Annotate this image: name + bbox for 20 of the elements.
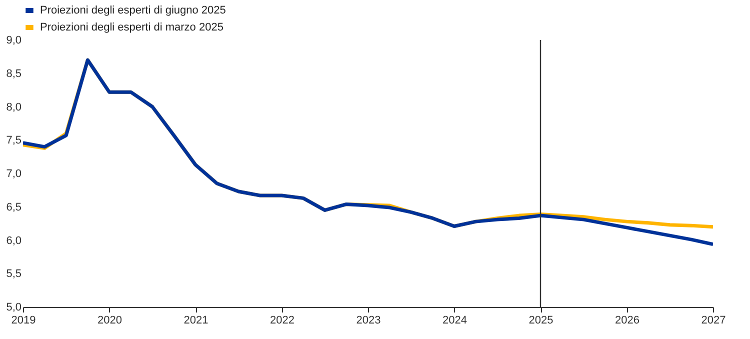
x-tick-label: 2019 <box>11 314 36 326</box>
legend-label: Proiezioni degli esperti di giugno 2025 <box>40 4 226 16</box>
y-tick-label: 5,5 <box>6 268 22 280</box>
x-tick-label: 2023 <box>356 314 381 326</box>
x-tick-label: 2022 <box>270 314 294 326</box>
y-tick-label: 9,0 <box>6 34 22 46</box>
x-tick-label: 2024 <box>442 314 467 326</box>
y-tick-label: 8,5 <box>6 68 22 80</box>
x-tick-label: 2020 <box>98 314 122 326</box>
x-tick-label: 2026 <box>615 314 640 326</box>
x-tick-label: 2021 <box>184 314 208 326</box>
legend-label: Proiezioni degli esperti di marzo 2025 <box>40 22 224 34</box>
y-tick-label: 6,5 <box>6 201 22 214</box>
x-tick-label: 2027 <box>701 314 726 326</box>
y-tick-label: 7,0 <box>6 168 22 180</box>
x-tick-label: 2025 <box>528 314 554 326</box>
y-tick-label: 7,5 <box>6 134 22 147</box>
y-tick-label: 6,0 <box>6 234 22 247</box>
y-tick-label: 5,0 <box>6 302 22 314</box>
y-tick-label: 8,0 <box>6 101 22 114</box>
